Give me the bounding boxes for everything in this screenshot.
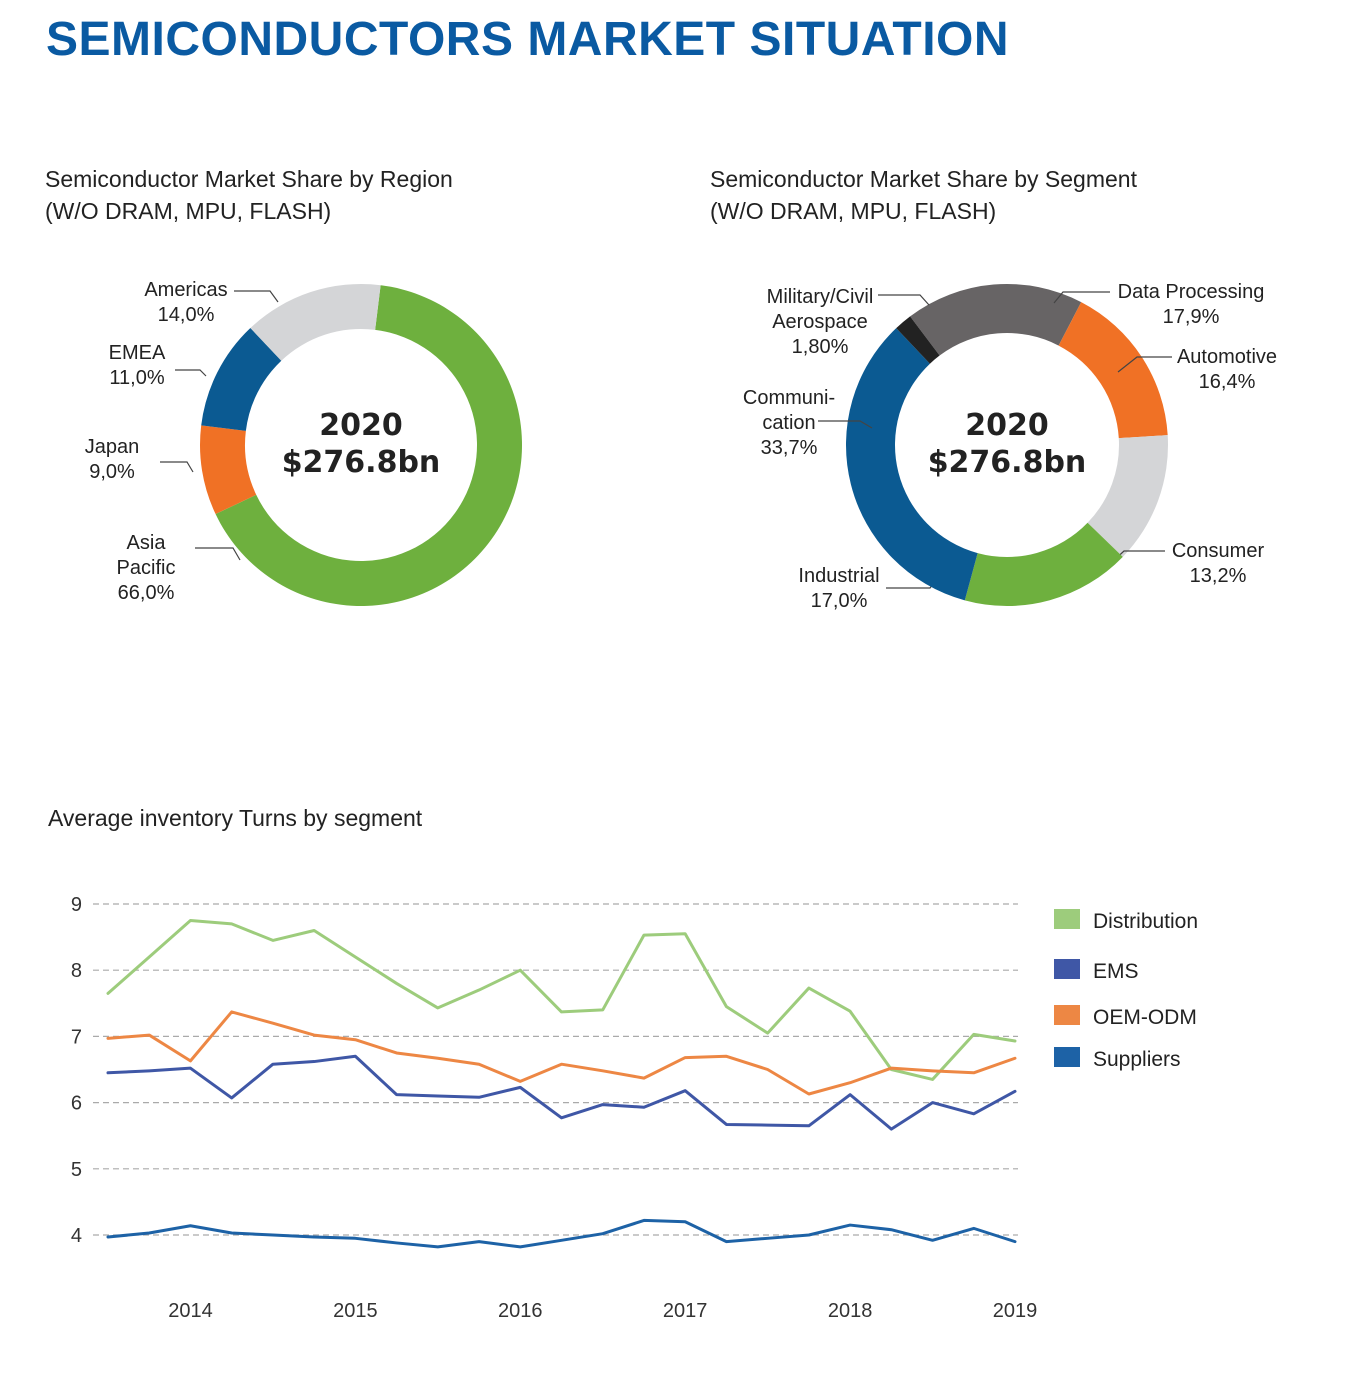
slice-industrial: [964, 522, 1123, 607]
series-line-distribution: [106, 919, 1017, 1081]
segment-chart-title: Semiconductor Market Share by Segment (W…: [710, 163, 1137, 227]
inventory-chart-title-text: Average inventory Turns by segment: [48, 805, 423, 831]
page-title: SEMICONDUCTORS MARKET SITUATION: [46, 13, 1010, 66]
slice-value-americas: 14,0%: [158, 304, 215, 326]
slice-data-processing: [910, 284, 1082, 356]
series-line-ems: [106, 1054, 1017, 1131]
slice-label-emea: EMEA: [109, 342, 166, 364]
slice-americas: [250, 284, 381, 361]
x-tick-label: 2014: [168, 1300, 213, 1322]
y-tick-label: 8: [71, 960, 82, 982]
x-tick-label: 2016: [498, 1300, 543, 1322]
region-donut-chart: Asia Pacific 66,0% Japan 9,0% EMEA 11,0% Americ…: [85, 279, 523, 606]
slice-label-asia-pacific: Asia: [127, 532, 167, 554]
legend-swatch-oem-odm: [1054, 1005, 1080, 1025]
slice-label-data-processing: Data Processing: [1118, 281, 1265, 303]
legend-swatch-ems: [1054, 959, 1080, 979]
slice-label-asia-pacific: Pacific: [117, 557, 176, 579]
slice-value-consumer: 13,2%: [1190, 565, 1247, 587]
slice-asia-pacific: [215, 285, 523, 606]
slice-value-industrial: 17,0%: [811, 590, 868, 612]
center-year: 2020: [319, 408, 403, 443]
region-chart-title: Semiconductor Market Share by Region (W/…: [45, 163, 453, 227]
legend-label-distribution: Distribution: [1093, 910, 1198, 933]
slice-japan: [200, 425, 257, 515]
slice-value-data-processing: 17,9%: [1163, 306, 1220, 328]
legend-label-oem-odm: OEM-ODM: [1093, 1006, 1197, 1029]
leader-line-emea: [175, 369, 207, 377]
slice-label-consumer: Consumer: [1172, 540, 1265, 562]
segment-chart-subtitle: (W/O DRAM, MPU, FLASH): [710, 198, 997, 224]
slice-consumer: [1087, 435, 1168, 557]
slice-value-automotive: 16,4%: [1199, 371, 1256, 393]
leader-line-asia-pacific: [195, 547, 241, 561]
center-year: 2020: [965, 408, 1049, 443]
slice-value-military-civil-aerospace: 1,80%: [792, 336, 849, 358]
y-tick-label: 5: [71, 1159, 82, 1181]
slice-label-military-civil-aerospace: Aerospace: [772, 311, 868, 333]
slice-value-communi-cation: 33,7%: [761, 437, 818, 459]
series-line-suppliers: [106, 1218, 1017, 1249]
segment-donut-chart: Data Processing 17,9% Automotive 16,4% Consu…: [743, 281, 1277, 612]
slice-label-communi-cation: cation: [762, 412, 815, 434]
center-total: $276.8bn: [282, 445, 441, 480]
slice-label-americas: Americas: [144, 279, 227, 301]
x-tick-label: 2017: [663, 1300, 708, 1322]
y-tick-label: 9: [71, 894, 82, 916]
slice-label-japan: Japan: [85, 436, 140, 458]
y-tick-label: 7: [71, 1026, 82, 1048]
slice-value-japan: 9,0%: [89, 461, 135, 483]
region-chart-title-text: Semiconductor Market Share by Region: [45, 166, 453, 192]
segment-chart-title-text: Semiconductor Market Share by Segment: [710, 166, 1137, 192]
y-tick-label: 4: [71, 1225, 82, 1247]
inventory-chart-title: Average inventory Turns by segment: [48, 802, 422, 834]
region-chart-subtitle: (W/O DRAM, MPU, FLASH): [45, 198, 332, 224]
leader-line-military-civil-aerospace: [878, 294, 930, 306]
slice-value-asia-pacific: 66,0%: [118, 582, 175, 604]
slice-automotive: [1058, 302, 1168, 439]
slice-label-communi-cation: Communi-: [743, 387, 835, 409]
slice-label-automotive: Automotive: [1177, 346, 1277, 368]
y-tick-label: 6: [71, 1093, 82, 1115]
x-tick-label: 2019: [993, 1300, 1038, 1322]
legend-swatch-suppliers: [1054, 1047, 1080, 1067]
x-tick-label: 2018: [828, 1300, 873, 1322]
slice-emea: [201, 328, 282, 431]
leader-line-automotive: [1117, 356, 1172, 373]
slice-label-industrial: Industrial: [798, 565, 879, 587]
legend-swatch-distribution: [1054, 909, 1080, 929]
slice-label-military-civil-aerospace: Military/Civil: [767, 286, 874, 308]
inventory-line-chart: 4 5 6 7 8 9 2014 2015 2016 2017 2018 2019 Distributi…: [71, 894, 1198, 1322]
leader-line-communi-cation: [818, 420, 873, 429]
slice-communi-cation: [846, 328, 978, 601]
leader-line-japan: [160, 461, 194, 473]
leader-line-data-processing: [1053, 291, 1110, 304]
leader-line-americas: [234, 290, 279, 303]
x-tick-label: 2015: [333, 1300, 378, 1322]
legend-label-suppliers: Suppliers: [1093, 1048, 1181, 1071]
legend-label-ems: EMS: [1093, 960, 1139, 983]
slice-military-civil-aerospace: [896, 316, 940, 364]
slice-value-emea: 11,0%: [109, 367, 164, 389]
series-line-oem-odm: [106, 1010, 1017, 1096]
center-total: $276.8bn: [928, 445, 1087, 480]
